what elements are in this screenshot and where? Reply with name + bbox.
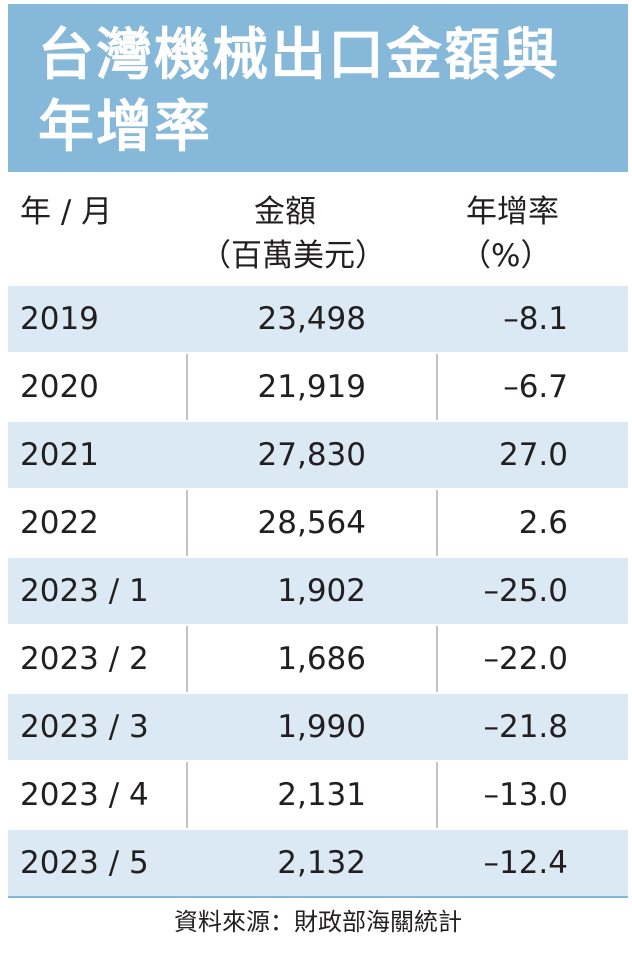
header-period-label: 年 / 月 — [20, 194, 113, 230]
row-amount: 1,902 — [277, 573, 366, 609]
row-rate: –22.0 — [483, 641, 568, 677]
row-rate: –21.8 — [483, 709, 568, 745]
header-amount: 金額 （百萬美元） — [200, 190, 386, 278]
table-row: 2022 28,564 2.6 — [8, 488, 628, 556]
table-row: 2023 / 3 1,990 –21.8 — [8, 692, 628, 760]
table-row: 2023 / 1 1,902 –25.0 — [8, 556, 628, 624]
table-row: 2023 / 4 2,131 –13.0 — [8, 760, 628, 828]
row-amount: 21,919 — [257, 369, 366, 405]
source-note: 資料來源：財政部海關統計 — [8, 896, 628, 948]
header-rate: 年增率 （%） — [460, 190, 559, 278]
table-row: 2023 / 5 2,132 –12.4 — [8, 828, 628, 896]
row-rate: –8.1 — [503, 301, 568, 337]
table-header: 年 / 月 金額 （百萬美元） 年增率 （%） — [8, 176, 628, 284]
row-period: 2023 / 2 — [20, 641, 149, 677]
column-divider — [186, 176, 188, 896]
page-title-line2: 年增率 — [38, 95, 212, 160]
row-rate: –13.0 — [483, 777, 568, 813]
table-row: 2020 21,919 –6.7 — [8, 352, 628, 420]
table-row: 2023 / 2 1,686 –22.0 — [8, 624, 628, 692]
header-period: 年 / 月 — [20, 190, 112, 234]
row-rate: –6.7 — [503, 369, 568, 405]
row-period: 2023 / 1 — [20, 573, 149, 609]
row-period: 2019 — [20, 301, 99, 337]
row-amount: 1,990 — [277, 709, 366, 745]
row-period: 2021 — [20, 437, 99, 473]
header-amount-label: 金額 — [254, 194, 316, 230]
row-rate: –25.0 — [483, 573, 568, 609]
row-rate: –12.4 — [483, 845, 568, 881]
row-rate: 2.6 — [518, 505, 568, 541]
table-body: 2019 23,498 –8.1 2020 21,919 –6.7 2021 27,830 27… — [8, 284, 628, 896]
page-title-line1: 台灣機械出口金額與 — [38, 23, 560, 88]
table-row: 2021 27,830 27.0 — [8, 420, 628, 488]
data-table: 年 / 月 金額 （百萬美元） 年增率 （%） 2019 23,498 –8.1 20… — [8, 176, 628, 896]
row-amount: 2,132 — [277, 845, 366, 881]
row-amount: 28,564 — [257, 505, 366, 541]
row-period: 2022 — [20, 505, 99, 541]
row-period: 2023 / 4 — [20, 777, 149, 813]
header-amount-unit: （百萬美元） — [200, 238, 386, 274]
title-banner: 台灣機械出口金額與 年增率 — [8, 4, 628, 172]
row-period: 2023 / 5 — [20, 845, 149, 881]
row-amount: 2,131 — [277, 777, 366, 813]
table-row: 2019 23,498 –8.1 — [8, 284, 628, 352]
header-rate-unit: （%） — [460, 238, 552, 274]
row-amount: 27,830 — [257, 437, 366, 473]
row-rate: 27.0 — [498, 437, 568, 473]
row-period: 2020 — [20, 369, 99, 405]
row-period: 2023 / 3 — [20, 709, 149, 745]
column-divider — [436, 176, 438, 896]
row-amount: 23,498 — [257, 301, 366, 337]
row-amount: 1,686 — [277, 641, 366, 677]
header-rate-label: 年增率 — [466, 194, 559, 230]
